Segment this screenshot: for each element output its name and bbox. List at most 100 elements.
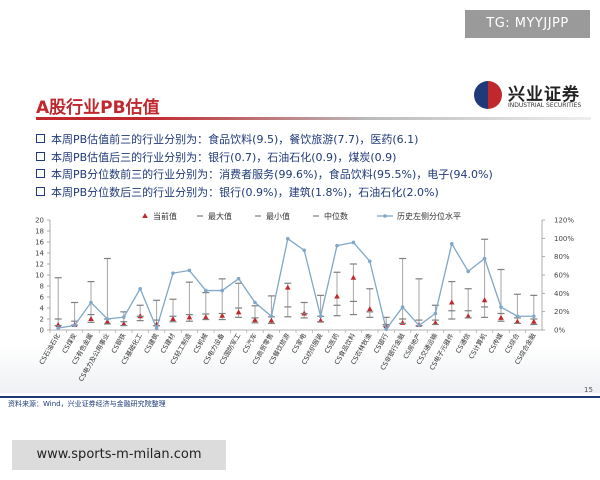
footer-line — [0, 396, 600, 398]
percentile-point — [532, 314, 536, 319]
current-marker — [399, 319, 406, 325]
current-marker — [219, 312, 225, 318]
current-marker — [367, 306, 373, 312]
slide: TG: MYYJJPP 兴业证券 INDUSTRIAL SECURITIES A… — [0, 0, 600, 410]
y-tick-label: 16 — [35, 239, 44, 247]
background-band — [0, 345, 600, 393]
bullet: 本周PB分位数后三的行业分别为：银行(0.9%)，建筑(1.8%)，石油石化(2… — [36, 184, 493, 202]
percentile-point — [204, 288, 208, 293]
current-marker — [350, 274, 357, 280]
percentile-point — [89, 300, 93, 305]
legend-label: 最小值 — [266, 211, 290, 221]
y-tick-label: 12 — [35, 261, 44, 269]
y-tick-label: 8 — [40, 283, 44, 291]
logo: 兴业证券 INDUSTRIAL SECURITIES — [472, 78, 592, 114]
slide-title: A股行业PB估值 — [36, 98, 160, 118]
current-marker — [104, 318, 111, 324]
x-tick-label: CS传媒 — [486, 331, 505, 355]
bullet: 本周PB估值后三的行业分别为：银行(0.7)，石油石化(0.9)，煤炭(0.9) — [36, 149, 493, 167]
current-marker — [186, 314, 193, 320]
legend-marker — [383, 214, 387, 218]
current-marker — [432, 319, 439, 325]
logo-subtext: INDUSTRIAL SECURITIES — [508, 102, 582, 109]
current-marker — [531, 318, 537, 324]
percentile-point — [466, 269, 471, 274]
current-marker — [498, 314, 504, 320]
percentile-point — [450, 242, 454, 246]
percentile-point — [482, 256, 487, 261]
x-tick-label: CS建筑 — [142, 331, 161, 355]
x-tick-label: CS石油石化 — [37, 331, 62, 366]
current-marker — [465, 313, 471, 319]
bullet: 本周PB分位数前三的行业分别为：消费者服务(99.6%)，食品饮料(95.5%)… — [36, 166, 493, 184]
y-tick-label: 10 — [35, 272, 44, 280]
percentile-point — [335, 243, 339, 248]
current-marker — [55, 322, 61, 328]
legend-label: 最大值 — [208, 211, 232, 221]
logo-text: 兴业证券 — [508, 85, 580, 105]
percentile-point — [187, 268, 192, 273]
current-marker — [203, 314, 209, 320]
percentile-point — [72, 323, 77, 328]
current-marker — [268, 317, 275, 323]
current-marker — [121, 320, 127, 326]
current-marker — [88, 316, 94, 321]
y-tick-label: 2 — [40, 316, 44, 324]
title-bar — [36, 117, 591, 120]
y2-tick-label: 40% — [554, 290, 570, 298]
legend-label: 当前值 — [153, 211, 177, 221]
percentile-point — [384, 327, 389, 331]
y2-tick-label: 100% — [554, 235, 574, 243]
percentile-point — [499, 305, 503, 309]
percentile-point — [302, 248, 307, 253]
y2-tick-label: 20% — [554, 308, 570, 316]
bullet-list: 本周PB估值前三的行业分别为：食品饮料(9.5)，餐饮旅游(7.7)，医药(6.… — [36, 131, 493, 201]
badge: TG: MYYJJPP — [465, 10, 590, 38]
y2-tick-label: 0% — [554, 327, 565, 335]
current-marker — [334, 293, 340, 299]
y-tick-label: 18 — [35, 228, 44, 236]
percentile-point — [138, 286, 142, 291]
percentile-point — [417, 323, 421, 328]
percentile-point — [433, 311, 438, 316]
percentile-point — [122, 315, 126, 319]
percentile-point — [368, 259, 372, 264]
source-note: 资料来源：Wind，兴业证券经济与金融研究院整理 — [8, 400, 166, 408]
y-tick-label: 4 — [40, 305, 45, 313]
percentile-point — [286, 236, 290, 241]
y2-tick-label: 120% — [554, 217, 574, 225]
bullet: 本周PB估值前三的行业分别为：食品饮料(9.5)，餐饮旅游(7.7)，医药(6.… — [36, 131, 493, 149]
percentile-line — [58, 237, 534, 331]
percentile-point — [220, 288, 224, 293]
percentile-point — [269, 314, 274, 319]
legend-label: 历史左侧分位水平 — [397, 211, 461, 221]
y2-tick-label: 80% — [554, 253, 570, 261]
current-marker — [170, 316, 176, 321]
current-marker — [235, 309, 242, 315]
legend-label: 中位数 — [324, 211, 348, 221]
percentile-point — [351, 240, 356, 245]
legend-marker — [142, 213, 148, 218]
percentile-point — [56, 326, 60, 330]
y-tick-label: 20 — [35, 217, 44, 225]
percentile-point — [318, 314, 323, 319]
current-marker — [285, 284, 291, 290]
y-tick-label: 6 — [40, 294, 45, 302]
percentile-point — [171, 271, 175, 275]
percentile-point — [105, 317, 110, 321]
current-marker — [449, 299, 455, 305]
page-number: 15 — [584, 386, 593, 394]
current-marker — [514, 318, 521, 324]
y-tick-label: 14 — [35, 250, 44, 258]
watermark: www.sports-m-milan.com — [12, 440, 226, 470]
percentile-point — [236, 276, 241, 281]
chart: 0 2 4 6 8 10 12 14 16 18 20 0% 20% 40% 60% 80% 100% 120% C… — [35, 211, 574, 383]
percentile-point — [253, 300, 257, 305]
current-marker — [481, 297, 488, 303]
current-marker — [252, 317, 258, 323]
percentile-point — [515, 314, 520, 319]
percentile-point — [400, 305, 405, 309]
logo-icon — [474, 81, 502, 109]
y2-tick-label: 60% — [554, 272, 570, 280]
